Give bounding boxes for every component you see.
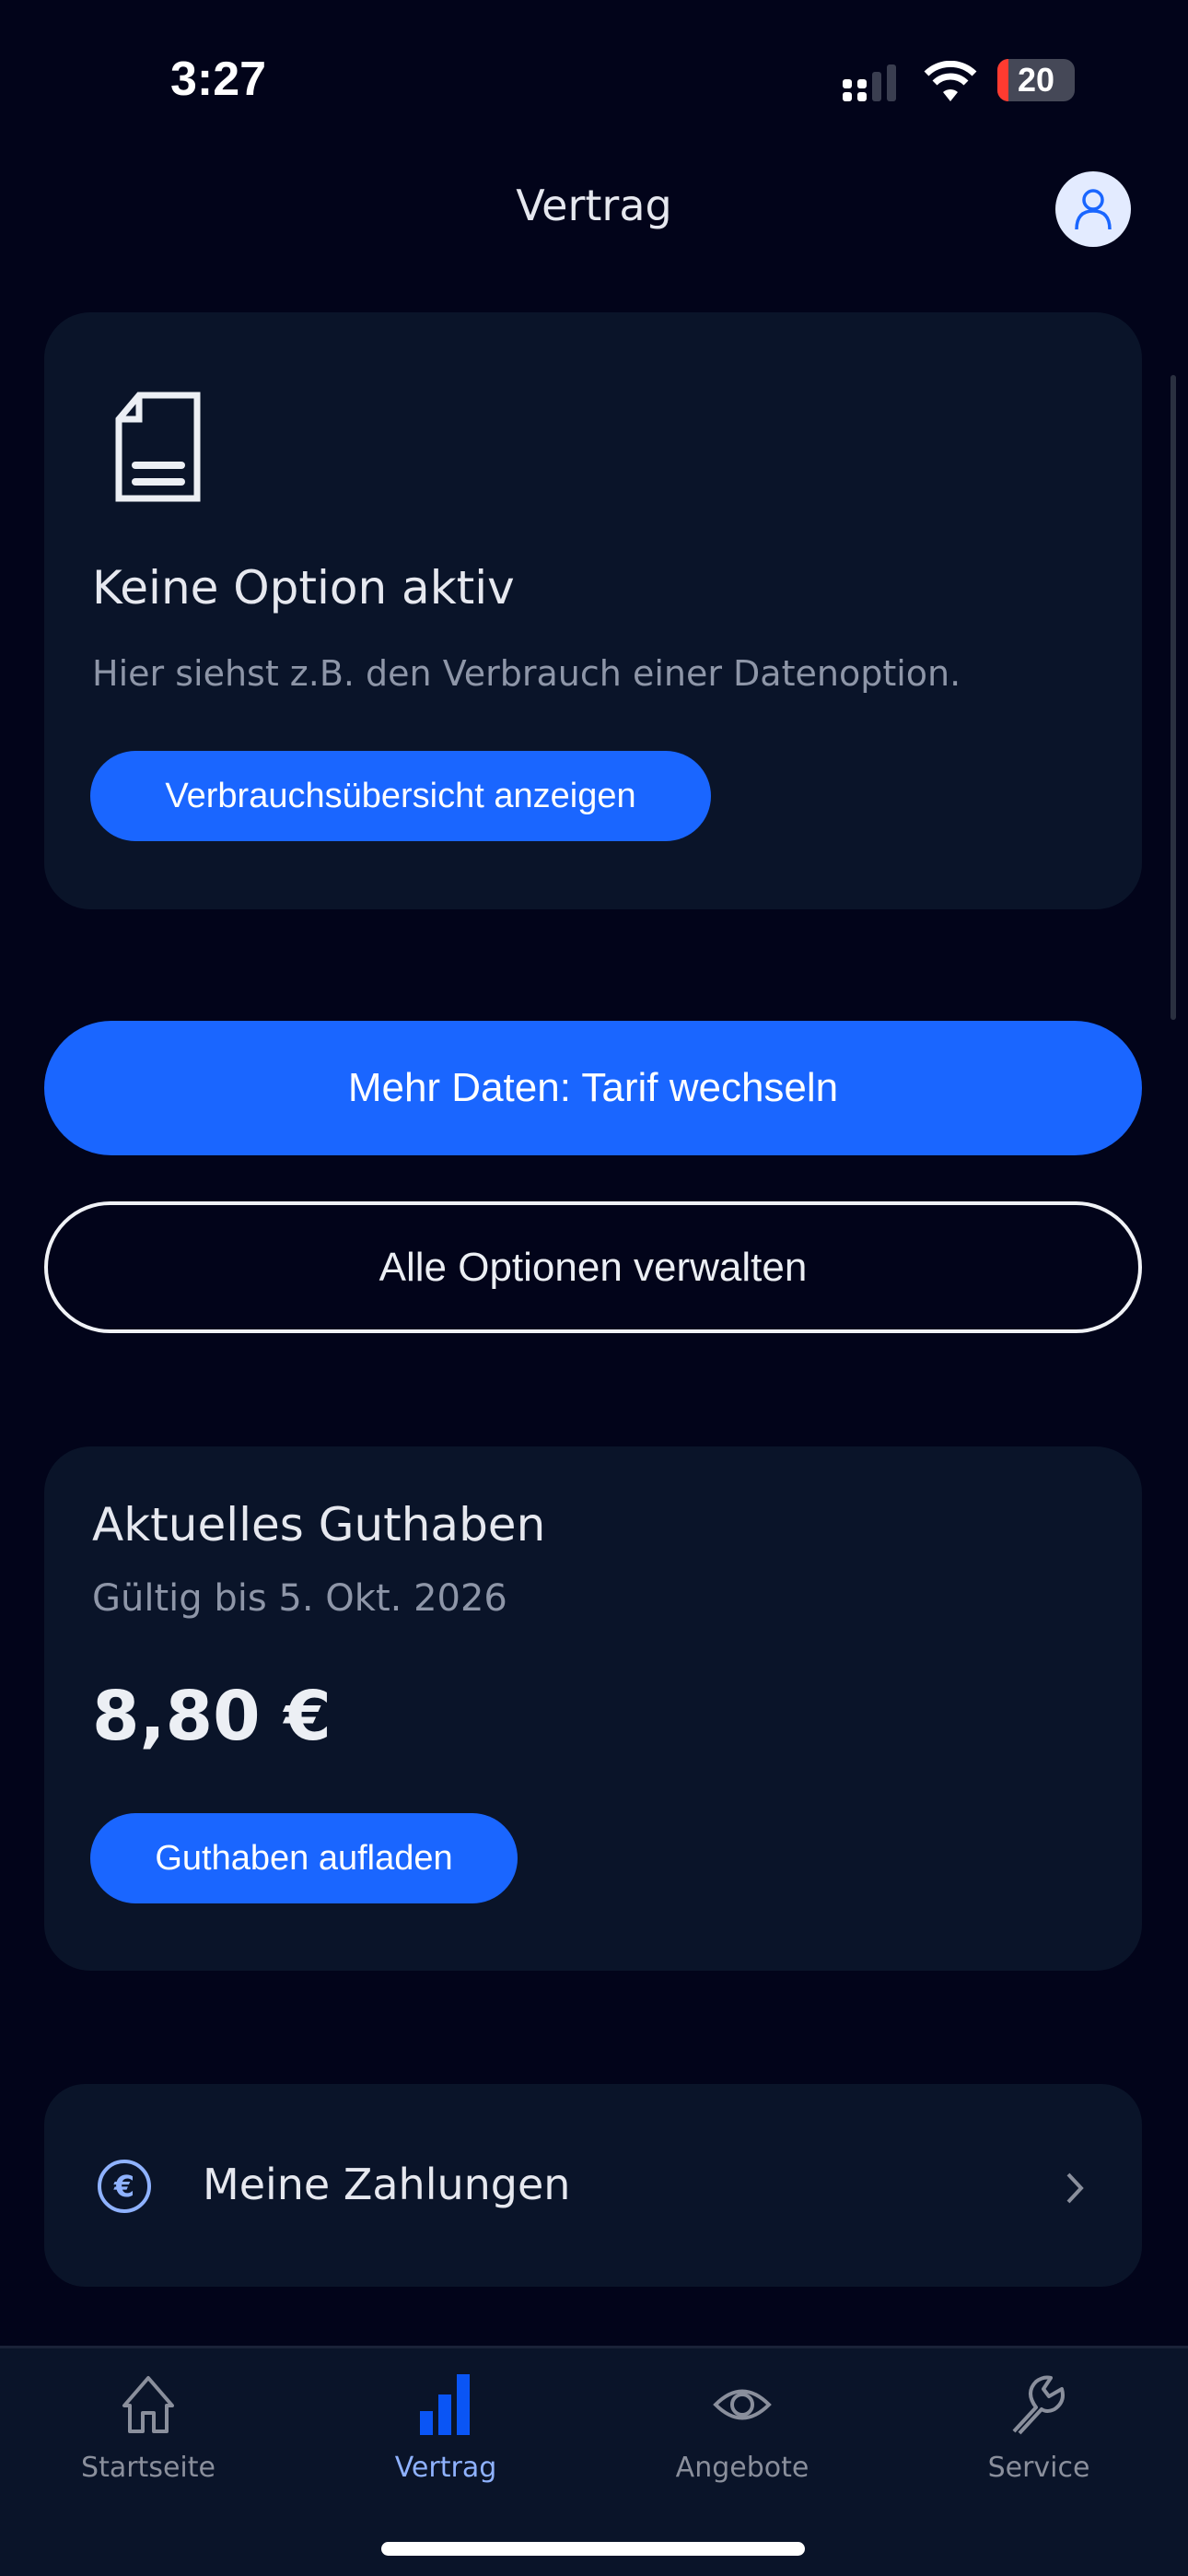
home-icon [122, 2376, 174, 2433]
wifi-icon [924, 60, 977, 105]
eye-icon [713, 2389, 772, 2420]
page-title: Vertrag [516, 181, 672, 230]
tab-angebote[interactable]: Angebote [650, 2374, 834, 2484]
tab-service[interactable]: Service [947, 2374, 1131, 2484]
option-title: Keine Option aktiv [92, 561, 515, 615]
status-time: 3:27 [170, 53, 267, 106]
bar-chart-icon [420, 2374, 470, 2435]
payments-label: Meine Zahlungen [203, 2160, 571, 2209]
tab-label: Startseite [81, 2452, 215, 2484]
signal-icon [843, 64, 903, 105]
battery-level: 20 [1017, 61, 1055, 99]
euro-icon: € [98, 2160, 151, 2213]
tab-label: Service [987, 2452, 1090, 2484]
wrench-icon [1012, 2375, 1065, 2435]
tab-label: Vertrag [394, 2452, 497, 2484]
bottom-nav: Startseite Vertrag Angebote Service [0, 2346, 1188, 2576]
tab-startseite[interactable]: Startseite [56, 2374, 240, 2484]
balance-title: Aktuelles Guthaben [92, 1498, 546, 1551]
balance-card: Aktuelles Guthaben Gültig bis 5. Okt. 20… [44, 1446, 1142, 1971]
top-up-button[interactable]: Guthaben aufladen [90, 1813, 518, 1903]
tab-label: Angebote [675, 2452, 809, 2484]
chevron-right-icon [1066, 2172, 1084, 2204]
scrollbar[interactable] [1171, 375, 1176, 1020]
tab-vertrag[interactable]: Vertrag [354, 2374, 538, 2484]
profile-button[interactable] [1055, 171, 1131, 247]
option-card: Keine Option aktiv Hier siehst z.B. den … [44, 312, 1142, 909]
balance-amount: 8,80 € [92, 1677, 332, 1756]
payments-row[interactable]: € Meine Zahlungen [44, 2084, 1142, 2287]
user-icon [1075, 189, 1112, 230]
change-tariff-button[interactable]: Mehr Daten: Tarif wechseln [44, 1021, 1142, 1155]
balance-valid: Gültig bis 5. Okt. 2026 [92, 1577, 507, 1620]
manage-options-button[interactable]: Alle Optionen verwalten [44, 1201, 1142, 1333]
home-indicator [381, 2542, 805, 2556]
svg-text:€: € [113, 2169, 134, 2204]
option-description: Hier siehst z.B. den Verbrauch einer Dat… [92, 653, 961, 694]
usage-overview-button[interactable]: Verbrauchsübersicht anzeigen [90, 751, 711, 841]
battery-icon: 20 [997, 59, 1075, 101]
document-icon [115, 392, 201, 502]
